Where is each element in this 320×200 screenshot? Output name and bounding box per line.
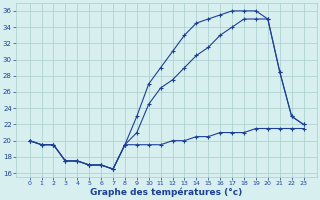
X-axis label: Graphe des températures (°c): Graphe des températures (°c): [91, 188, 243, 197]
